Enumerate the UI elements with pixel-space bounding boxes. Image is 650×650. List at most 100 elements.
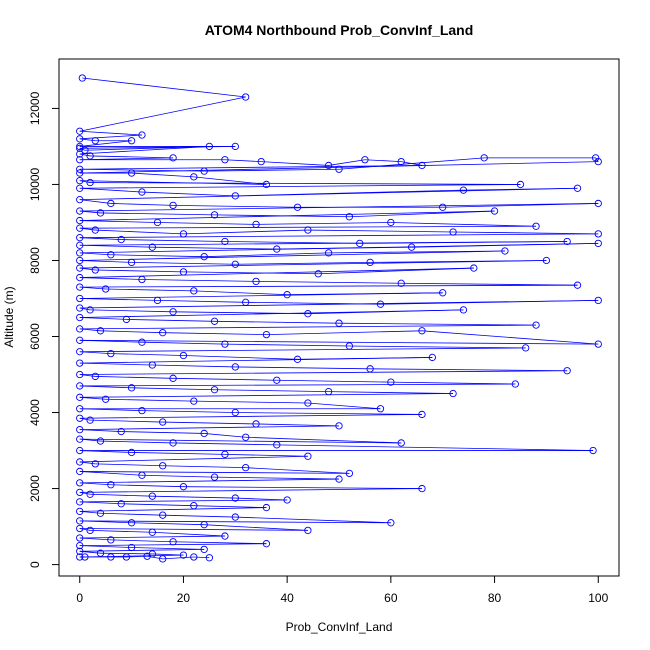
data-point	[91, 460, 99, 468]
series-segment	[95, 229, 184, 235]
series-segment	[141, 279, 257, 282]
data-point	[304, 310, 312, 318]
series-segment	[79, 309, 464, 318]
series-segment	[256, 423, 340, 427]
data-point	[179, 268, 188, 276]
series-segment	[256, 280, 402, 284]
series-segment	[79, 147, 86, 151]
y-tick-label: 10000	[28, 167, 42, 201]
data-point	[418, 484, 426, 493]
data-point	[76, 184, 84, 192]
data-point	[127, 519, 136, 527]
data-point	[283, 496, 291, 504]
series-segment	[79, 199, 111, 204]
series-segment	[79, 374, 96, 377]
data-point	[179, 351, 188, 360]
series-segment	[79, 488, 422, 493]
series-segment	[79, 277, 142, 280]
data-point	[273, 376, 281, 384]
series-segment	[157, 222, 257, 225]
x-tick-label: 100	[588, 591, 608, 605]
data-point	[397, 157, 405, 166]
data-point	[76, 446, 84, 455]
data-point	[490, 207, 499, 215]
data-point	[511, 380, 519, 388]
data-point	[252, 277, 260, 286]
data-point	[273, 441, 281, 449]
data-point	[148, 243, 156, 251]
series-segment	[105, 398, 194, 402]
series-segment	[204, 168, 340, 172]
series-segment	[141, 341, 225, 345]
series-segment	[90, 182, 521, 185]
series-segment	[79, 520, 132, 524]
series-segment	[79, 267, 474, 278]
data-point	[221, 156, 229, 164]
series-segment	[79, 339, 142, 343]
data-point	[76, 207, 84, 215]
data-point	[81, 146, 89, 154]
series-segment	[131, 387, 215, 391]
series-segment	[79, 414, 422, 419]
series-segment	[183, 355, 298, 360]
data-point	[210, 317, 219, 325]
data-point	[138, 406, 146, 415]
data-point	[439, 203, 447, 211]
y-axis-label: Altitude (m)	[2, 286, 16, 347]
data-point	[148, 361, 156, 369]
data-point	[221, 450, 229, 459]
data-point	[480, 154, 488, 162]
data-point	[148, 528, 156, 536]
x-axis-label: Prob_ConvInf_Land	[286, 620, 393, 634]
x-tick-label: 20	[177, 591, 191, 605]
data-point	[91, 266, 99, 274]
y-tick-label: 0	[28, 561, 42, 568]
series-segment	[152, 495, 236, 499]
data-point	[470, 264, 478, 272]
series-segment	[110, 353, 184, 356]
series-segment	[79, 383, 516, 387]
x-tick-label: 0	[76, 591, 83, 605]
series-segment	[79, 244, 153, 248]
data-point	[304, 399, 312, 407]
series-segment	[141, 191, 236, 197]
series-segment	[173, 442, 277, 446]
data-point	[179, 551, 188, 559]
data-point	[366, 365, 374, 373]
data-point	[122, 315, 131, 324]
data-point	[76, 165, 84, 173]
data-point	[153, 218, 162, 227]
data-point	[86, 526, 94, 535]
data-point	[594, 157, 602, 166]
series-segment	[79, 233, 599, 239]
y-tick-label: 12000	[28, 91, 42, 125]
data-point	[143, 552, 151, 560]
series-segment	[79, 324, 537, 330]
data-point	[169, 308, 177, 316]
series-segment	[79, 528, 91, 531]
series-segment	[82, 77, 246, 98]
data-point	[159, 511, 167, 519]
data-point	[397, 279, 405, 287]
data-point	[190, 173, 198, 181]
series-segment	[79, 535, 225, 539]
data-point	[205, 554, 214, 562]
data-point	[76, 216, 84, 225]
series-segment	[79, 501, 122, 505]
data-point	[169, 154, 177, 162]
series-segment	[79, 130, 142, 136]
data-point	[573, 281, 582, 289]
data-point	[335, 165, 343, 173]
data-point	[304, 452, 312, 460]
data-point	[117, 427, 125, 436]
series-segment	[79, 140, 132, 147]
data-point	[78, 74, 86, 82]
x-tick-label: 40	[280, 591, 294, 605]
data-point	[563, 237, 571, 246]
series-segment	[100, 330, 163, 334]
series-segment	[79, 438, 402, 444]
data-point	[356, 239, 364, 248]
series-segment	[79, 545, 132, 548]
series-segment	[162, 332, 267, 336]
series-segment	[235, 516, 391, 524]
